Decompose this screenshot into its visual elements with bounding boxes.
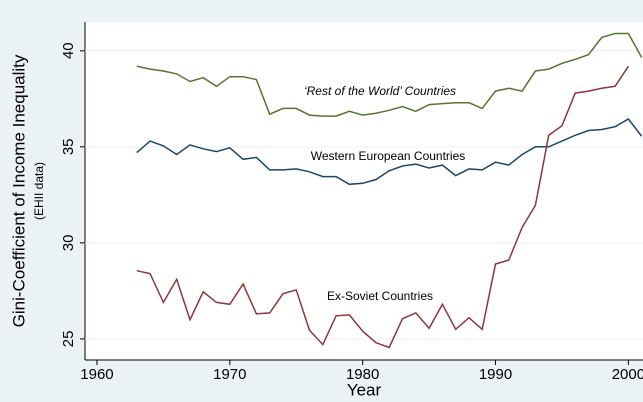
x-tick-label: 1980 <box>346 366 379 383</box>
y-tick-label: 25 <box>60 331 77 348</box>
y-axis-title: Gini-Coefficient of Income Inequality <box>9 54 28 327</box>
series-line <box>136 65 630 349</box>
x-tick-label: 1990 <box>479 366 512 383</box>
y-tick-label: 40 <box>60 42 77 59</box>
y-tick-label: 35 <box>60 138 77 155</box>
y-axis-subtitle: (EHII data) <box>32 162 46 220</box>
x-axis-title: Year <box>347 380 382 399</box>
x-tick-label: 1970 <box>213 366 246 383</box>
series-line <box>136 32 643 117</box>
series-label: Ex-Soviet Countries <box>327 289 433 303</box>
x-tick-label: 2000 <box>612 366 643 383</box>
series-label: ‘Rest of the World’ Countries <box>304 84 456 98</box>
plot-area <box>85 22 643 360</box>
x-tick-label: 1960 <box>80 366 113 383</box>
series-line <box>136 118 643 186</box>
y-tick-label: 30 <box>60 235 77 252</box>
series-label: Western European Countries <box>311 149 466 163</box>
